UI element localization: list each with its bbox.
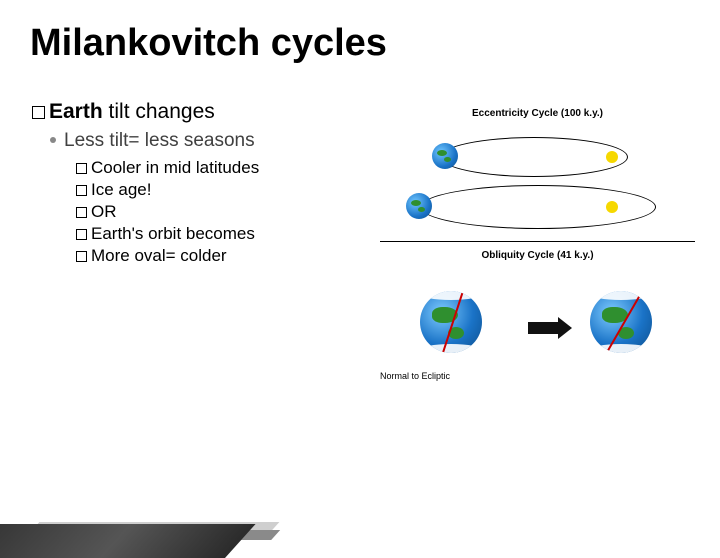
slide-decoration — [0, 458, 345, 558]
level3-text: OR — [91, 202, 117, 221]
level2-text: Less tilt= less seasons — [64, 130, 255, 151]
obliquity-panel: Normal to Ecliptic — [380, 265, 695, 415]
level1-item: Earth tilt changes — [32, 100, 352, 124]
checkbox-icon — [76, 185, 87, 196]
earth-icon — [432, 143, 458, 169]
normal-ecliptic-label: Normal to Ecliptic — [380, 371, 450, 381]
checkbox-icon — [76, 163, 87, 174]
level3-text: More oval= colder — [91, 246, 227, 265]
obl-title: Obliquity Cycle (41 k.y.) — [380, 250, 695, 261]
level3-item: Ice age! — [76, 180, 352, 200]
checkbox-icon — [76, 251, 87, 262]
sun-icon — [606, 151, 618, 163]
eccentricity-panel — [380, 123, 695, 235]
level3-item: Cooler in mid latitudes — [76, 158, 352, 178]
level3-text: Ice age! — [91, 180, 152, 199]
level1-rest: tilt changes — [109, 100, 215, 123]
cycles-diagram: Eccentricity Cycle (100 k.y.) Obliquity … — [380, 108, 695, 408]
level3-item: OR — [76, 202, 352, 222]
earth-tilt-2 — [590, 291, 652, 353]
title-text: Milankovitch cycles — [30, 22, 387, 64]
checkbox-icon — [76, 229, 87, 240]
ecc-title: Eccentricity Cycle (100 k.y.) — [380, 108, 695, 119]
arrow-right-icon — [528, 319, 570, 337]
orbit-2 — [420, 185, 656, 229]
sun-icon — [606, 201, 618, 213]
level3-text: Earth's orbit becomes — [91, 224, 255, 243]
earth-icon — [406, 193, 432, 219]
circle-bullet-icon — [50, 137, 56, 143]
section-divider — [380, 241, 695, 242]
checkbox-icon — [32, 106, 45, 119]
slide-title: Milankovitch cycles — [30, 22, 387, 65]
checkbox-icon — [76, 207, 87, 218]
bullet-content: Earth tilt changes Less tilt= less seaso… — [32, 100, 352, 268]
level2-item: Less tilt= less seasons — [50, 130, 352, 152]
level1-bold: Earth — [49, 100, 103, 123]
orbit-1 — [440, 137, 628, 177]
level3-text: Cooler in mid latitudes — [91, 158, 259, 177]
earth-tilt-1 — [420, 291, 482, 353]
level3-item: Earth's orbit becomes — [76, 224, 352, 244]
level3-item: More oval= colder — [76, 246, 352, 266]
